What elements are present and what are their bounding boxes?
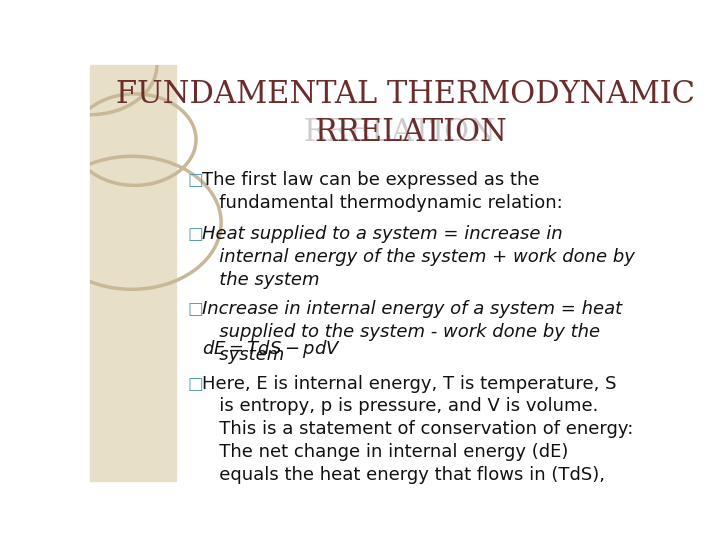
Text: □: □ bbox=[188, 225, 203, 243]
Text: Heat supplied to a system = increase in
   internal energy of the system + work : Heat supplied to a system = increase in … bbox=[202, 225, 634, 289]
Text: RRELATION: RRELATION bbox=[303, 117, 496, 148]
Text: □: □ bbox=[188, 375, 203, 393]
Text: The first law can be expressed as the
   fundamental thermodynamic relation:: The first law can be expressed as the fu… bbox=[202, 171, 562, 212]
Text: $dE = TdS - pdV$: $dE = TdS - pdV$ bbox=[202, 338, 341, 360]
Bar bbox=[90, 65, 176, 481]
Text: RRELATION: RRELATION bbox=[315, 117, 508, 148]
Text: □: □ bbox=[188, 300, 203, 318]
Text: FUNDAMENTAL THERMODYNAMIC: FUNDAMENTAL THERMODYNAMIC bbox=[116, 79, 695, 110]
Text: Here, E is internal energy, T is temperature, S
   is entropy, p is pressure, an: Here, E is internal energy, T is tempera… bbox=[202, 375, 633, 484]
Text: Increase in internal energy of a system = heat
   supplied to the system - work : Increase in internal energy of a system … bbox=[202, 300, 622, 363]
Text: □: □ bbox=[188, 171, 203, 189]
